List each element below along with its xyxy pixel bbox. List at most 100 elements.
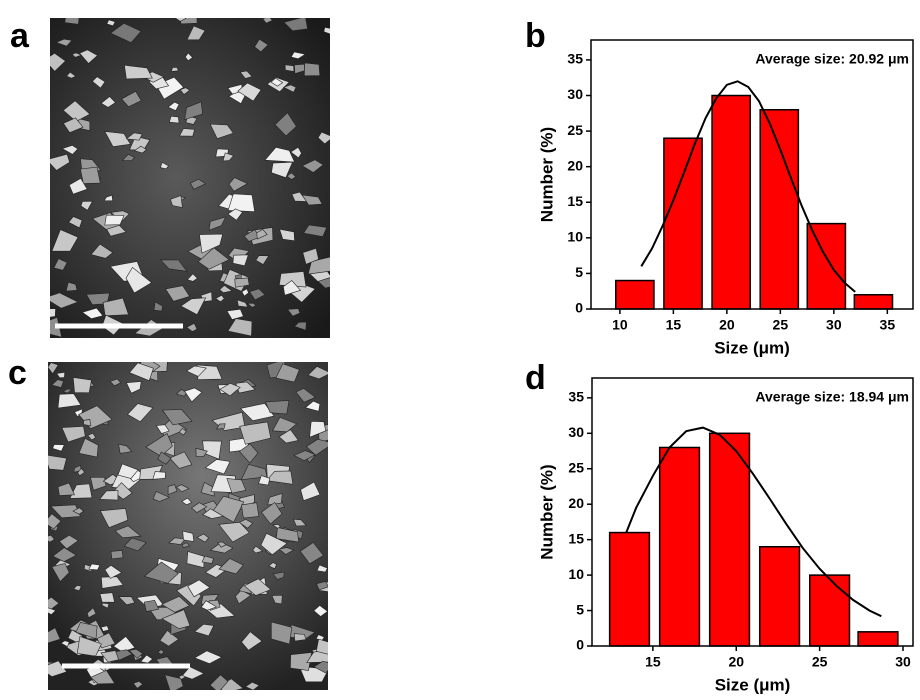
crystal bbox=[159, 259, 188, 272]
crystal bbox=[244, 681, 260, 690]
crystal bbox=[287, 308, 301, 317]
crystal bbox=[232, 254, 249, 267]
panel-label: d bbox=[525, 359, 546, 397]
crystal bbox=[48, 513, 62, 530]
crystal bbox=[57, 482, 75, 496]
y-axis-label: Number (%) bbox=[537, 464, 556, 559]
crystal bbox=[57, 393, 82, 409]
crystal bbox=[90, 243, 114, 259]
crystal bbox=[228, 177, 249, 192]
crystal bbox=[181, 542, 191, 548]
crystal bbox=[157, 451, 172, 465]
crystal bbox=[184, 387, 203, 403]
crystal bbox=[179, 18, 198, 25]
crystal bbox=[152, 491, 171, 502]
crystal bbox=[241, 502, 260, 519]
crystal bbox=[64, 18, 80, 25]
crystal bbox=[303, 224, 328, 237]
bar bbox=[663, 137, 703, 310]
crystal bbox=[243, 578, 272, 596]
crystal bbox=[99, 508, 129, 528]
crystal bbox=[117, 596, 136, 606]
crystal bbox=[290, 146, 302, 159]
crystal bbox=[65, 281, 78, 292]
crystal bbox=[56, 371, 66, 379]
crystal bbox=[299, 542, 324, 565]
crystal bbox=[109, 378, 122, 387]
crystal bbox=[161, 595, 191, 613]
crystal bbox=[83, 419, 92, 427]
crystal bbox=[295, 388, 316, 403]
crystal bbox=[50, 52, 66, 72]
crystal bbox=[254, 38, 269, 53]
crystal bbox=[226, 478, 247, 494]
crystal bbox=[181, 497, 193, 506]
crystal bbox=[304, 400, 321, 412]
crystal bbox=[91, 76, 106, 89]
crystal bbox=[48, 660, 68, 677]
bar bbox=[711, 94, 751, 310]
crystal bbox=[148, 75, 170, 90]
crystal bbox=[88, 563, 101, 571]
y-tick-label: 10 bbox=[568, 566, 584, 582]
crystal bbox=[61, 145, 79, 155]
crystal bbox=[102, 297, 129, 317]
crystal bbox=[241, 288, 249, 297]
x-tick-label: 20 bbox=[728, 654, 744, 670]
x-tick-label: 30 bbox=[826, 317, 842, 333]
crystal bbox=[272, 571, 285, 580]
crystal bbox=[140, 654, 154, 664]
crystal bbox=[68, 216, 83, 229]
crystal bbox=[48, 454, 67, 471]
x-tick-label: 20 bbox=[719, 317, 735, 333]
crystal bbox=[204, 459, 231, 475]
y-axis-label: Number (%) bbox=[537, 127, 556, 222]
crystal bbox=[55, 38, 73, 47]
crystal bbox=[72, 377, 92, 394]
crystal bbox=[125, 132, 143, 141]
crystal bbox=[104, 131, 131, 148]
bar bbox=[808, 574, 851, 647]
crystal bbox=[284, 64, 295, 72]
crystal bbox=[71, 52, 83, 58]
crystal bbox=[278, 547, 295, 555]
annotation: Average size: 20.92 μm bbox=[755, 51, 909, 67]
crystal bbox=[307, 366, 328, 380]
crystal bbox=[301, 194, 323, 206]
crystal bbox=[178, 674, 187, 680]
crystal bbox=[86, 607, 97, 619]
crystal bbox=[317, 277, 330, 289]
crystal bbox=[50, 504, 81, 519]
crystal bbox=[161, 409, 193, 426]
crystal bbox=[209, 123, 234, 139]
crystal bbox=[275, 363, 300, 383]
crystal bbox=[87, 432, 97, 441]
bar bbox=[759, 108, 800, 310]
y-tick-label: 35 bbox=[568, 389, 584, 405]
crystal bbox=[61, 425, 86, 443]
crystal bbox=[175, 484, 190, 493]
crystal bbox=[239, 70, 253, 79]
y-tick-label: 25 bbox=[568, 459, 584, 475]
crystal bbox=[145, 433, 173, 457]
crystal bbox=[96, 632, 116, 649]
crystal bbox=[58, 534, 79, 550]
crystal bbox=[80, 200, 94, 211]
crystal bbox=[199, 233, 224, 254]
crystal bbox=[152, 471, 166, 480]
x-tick-label: 25 bbox=[812, 654, 828, 670]
crystal bbox=[256, 229, 268, 240]
crystal bbox=[48, 607, 57, 615]
crystal bbox=[227, 208, 244, 221]
crystal bbox=[186, 551, 205, 569]
crystal bbox=[189, 178, 207, 190]
crystal bbox=[50, 292, 79, 309]
crystal bbox=[270, 77, 284, 87]
crystal bbox=[51, 229, 79, 252]
crystal bbox=[129, 362, 154, 382]
crystal bbox=[255, 255, 270, 265]
crystal bbox=[202, 440, 222, 460]
crystal bbox=[267, 493, 283, 506]
crystal bbox=[101, 602, 110, 609]
y-tick-label: 30 bbox=[567, 86, 583, 102]
